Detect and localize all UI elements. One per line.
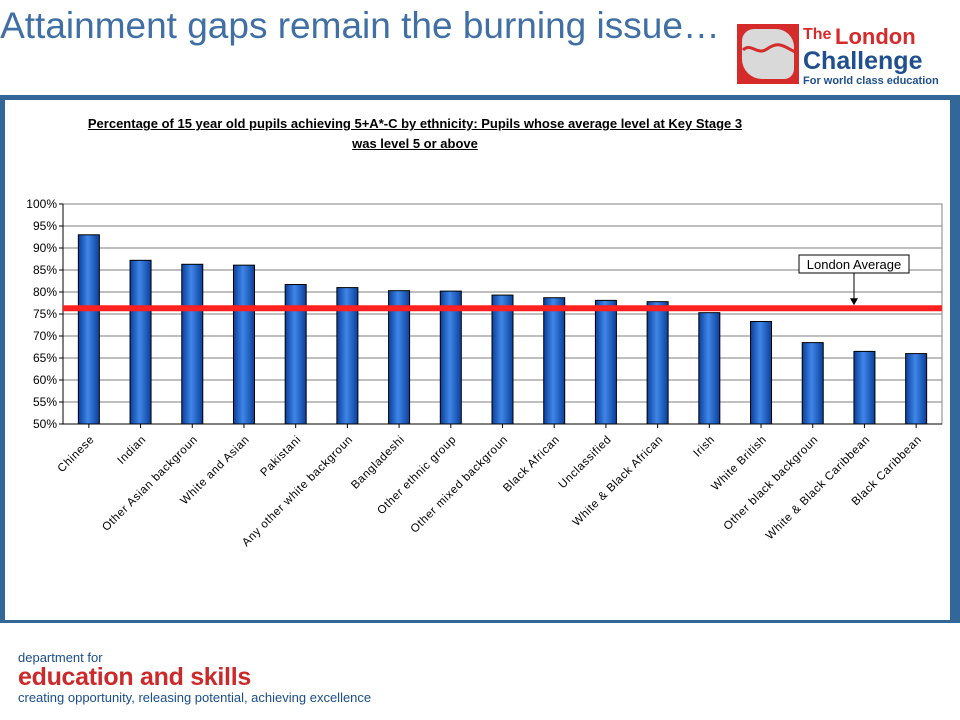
- slide-title: Attainment gaps remain the burning issue…: [0, 5, 720, 46]
- bar: [801, 342, 824, 425]
- bar: [543, 297, 566, 425]
- bar: [750, 320, 773, 425]
- logo-challenge-text: Challenge: [803, 47, 923, 75]
- x-tick-label: Chinese: [56, 434, 97, 475]
- y-tick-label: 85%: [33, 263, 57, 277]
- bar: [853, 350, 876, 425]
- bar: [439, 290, 462, 425]
- chart-title-line1: Percentage of 15 year old pupils achievi…: [87, 116, 743, 131]
- london-map-icon: [737, 24, 799, 84]
- x-tick-label: Other black backgroun: [722, 434, 821, 533]
- bar: [284, 284, 307, 425]
- bar: [181, 263, 204, 425]
- bar: [388, 290, 411, 425]
- y-tick-label: 50%: [33, 417, 57, 431]
- logo-london-text: London: [835, 24, 916, 49]
- x-tick-label: White & Black Caribbean: [764, 434, 873, 543]
- bar: [77, 234, 100, 425]
- average-line-group: London Average: [63, 254, 942, 312]
- x-tick-label: Black African: [501, 434, 562, 495]
- y-tick-label: 95%: [33, 219, 57, 233]
- x-tick-label: Other mixed backgroun: [409, 434, 511, 536]
- x-tick-label: White & Black African: [571, 434, 666, 529]
- x-tick-label: Other Asian backgroun: [100, 434, 200, 534]
- chart-title: Percentage of 15 year old pupils achievi…: [35, 114, 795, 154]
- bar: [646, 301, 669, 425]
- y-tick-label: 70%: [33, 329, 57, 343]
- bar: [336, 287, 359, 425]
- y-tick-label: 100%: [26, 197, 57, 211]
- bar: [905, 353, 928, 425]
- bar: [491, 294, 514, 425]
- y-tick-label: 55%: [33, 395, 57, 409]
- bar: [698, 312, 721, 425]
- logo-the-text: The: [803, 26, 832, 43]
- london-challenge-logo: The London Challenge For world class edu…: [737, 24, 939, 88]
- y-tick-label: 75%: [33, 307, 57, 321]
- average-arrowhead: [850, 298, 858, 306]
- average-label-box: [798, 254, 910, 274]
- bar: [594, 299, 617, 425]
- x-tick-label: Bangladeshi: [349, 434, 407, 492]
- y-tick-label: 60%: [33, 373, 57, 387]
- average-label: London Average: [807, 257, 901, 272]
- dfes-line1: department for: [18, 650, 103, 665]
- chart-title-line2: was level 5 or above: [352, 136, 478, 151]
- bar: [232, 264, 255, 425]
- y-tick-label: 80%: [33, 285, 57, 299]
- x-tick-label: Unclassified: [557, 434, 614, 491]
- x-tick-label: White British: [710, 434, 770, 494]
- y-tick-label: 90%: [33, 241, 57, 255]
- bar-chart: 100% 95% 90% 85% 80% 75% 70% 65% 60% 55% 50% Chine…: [26, 197, 943, 549]
- chart-area: Percentage of 15 year old pupils achievi…: [5, 100, 950, 620]
- bars: [77, 234, 928, 425]
- logo-tagline: For world class education: [803, 75, 939, 87]
- x-tick-label: Irish: [691, 434, 717, 460]
- x-tick-label: Indian: [115, 434, 148, 467]
- dfes-line3: creating opportunity, releasing potentia…: [18, 690, 372, 705]
- y-tick-labels: 100% 95% 90% 85% 80% 75% 70% 65% 60% 55% 50%: [26, 197, 57, 431]
- dfes-line2: education and skills: [18, 663, 251, 691]
- y-tick-label: 65%: [33, 351, 57, 365]
- x-tick-label: Any other white backgroun: [240, 434, 355, 549]
- x-tick-label: Pakistani: [258, 434, 303, 479]
- bar: [129, 259, 152, 425]
